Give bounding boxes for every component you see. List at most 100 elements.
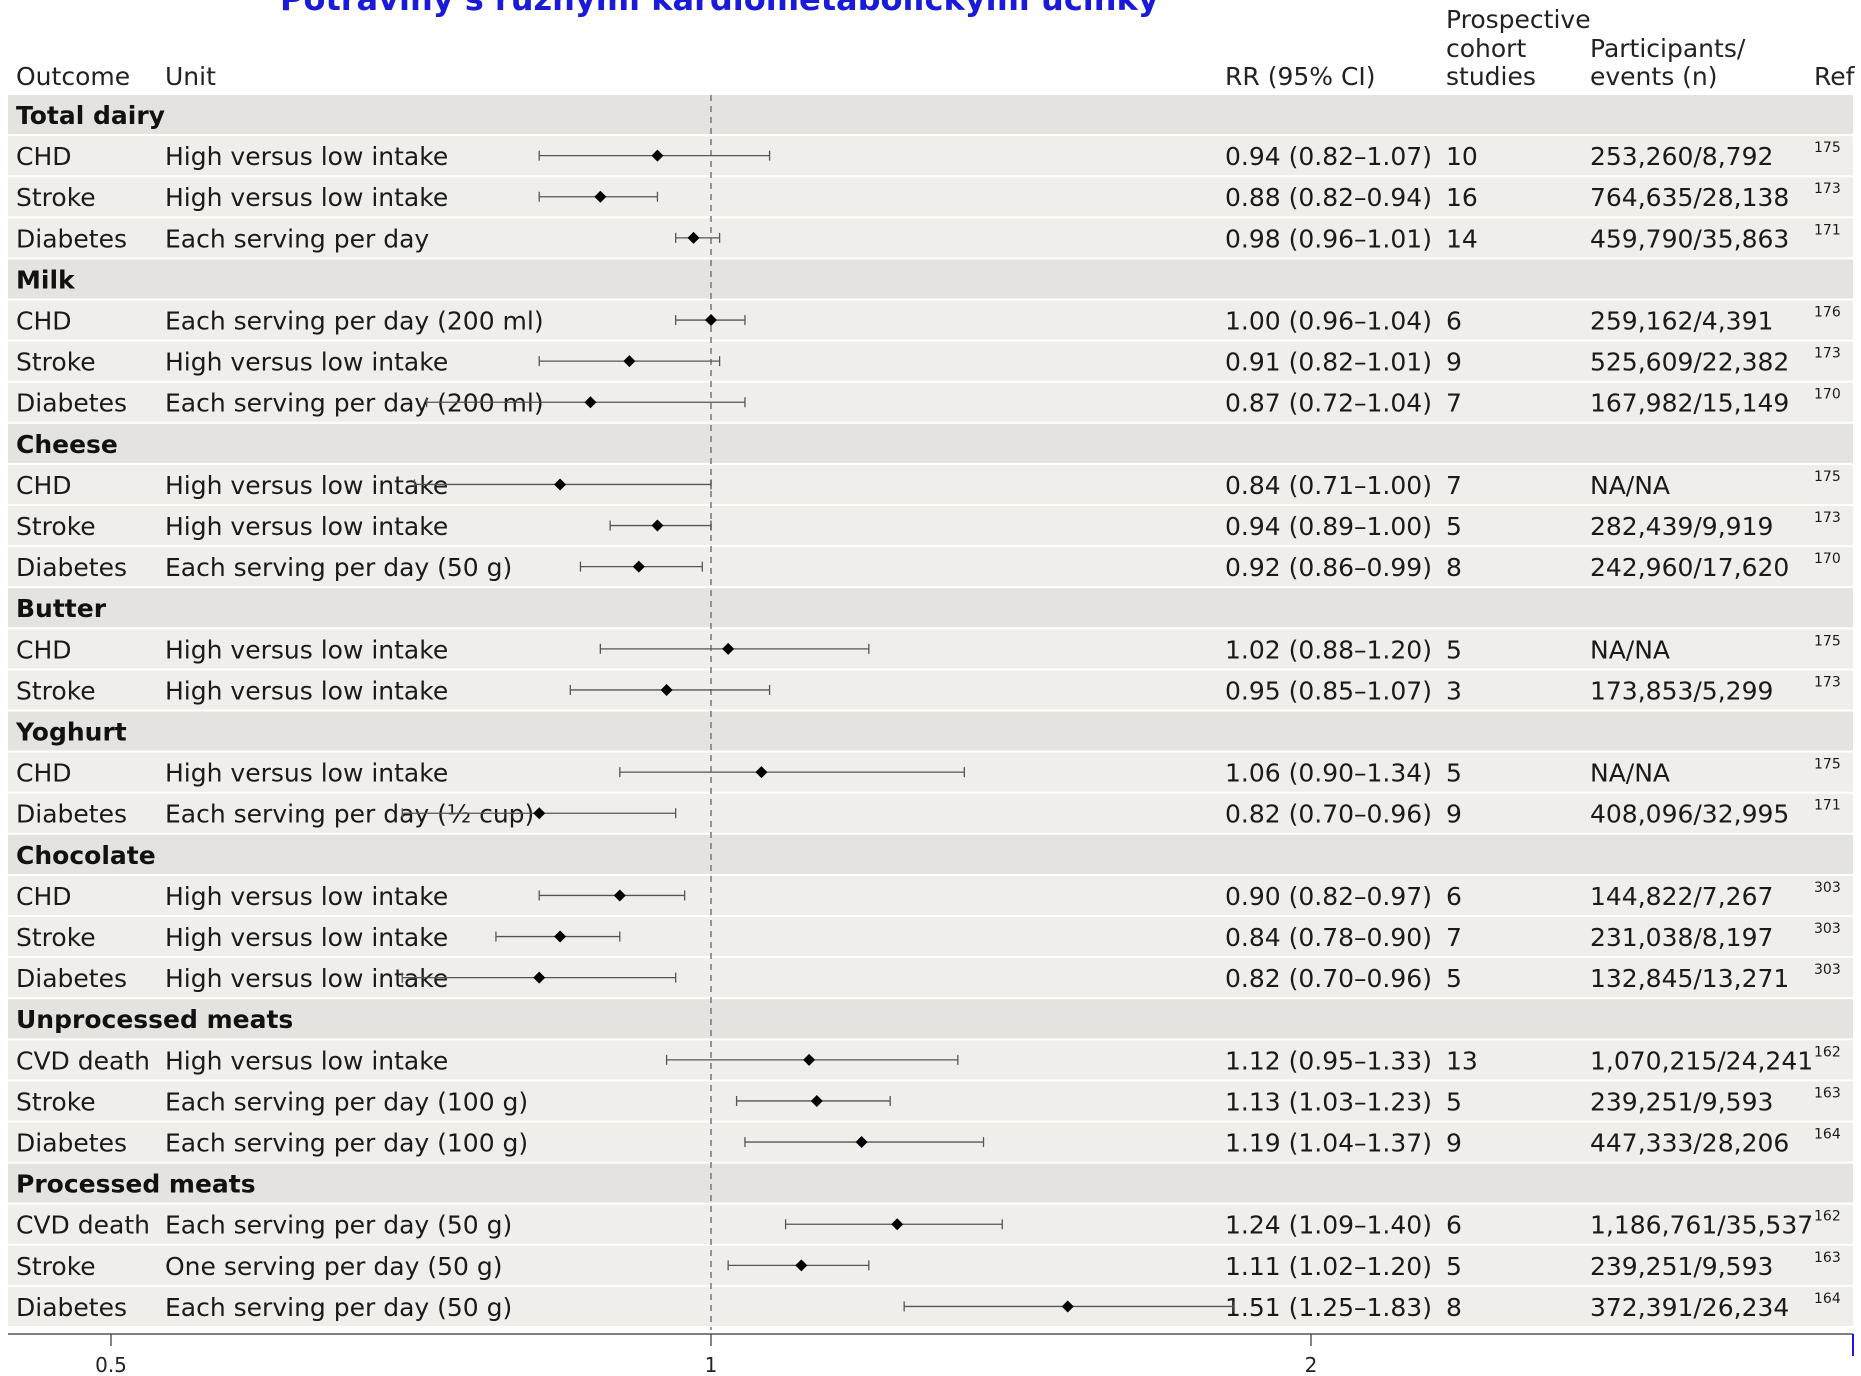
column-headers: Outcome Unit RR (95% CI) Prospective coh… — [16, 5, 1856, 91]
outcome-cell: Diabetes — [16, 800, 127, 829]
rr-cell: 0.92 (0.86–0.99) — [1225, 553, 1432, 582]
unit-cell: One serving per day (50 g) — [165, 1252, 502, 1281]
studies-cell: 16 — [1446, 183, 1478, 212]
unit-cell: Each serving per day (50 g) — [165, 1211, 512, 1240]
rr-point — [722, 642, 735, 655]
outcome-cell: Stroke — [16, 1252, 96, 1281]
unit-cell: High versus low intake — [165, 142, 448, 171]
participants-cell: 259,162/4,391 — [1590, 307, 1773, 336]
participants-cell: 372,391/26,234 — [1590, 1293, 1789, 1322]
ref-cell: 175 — [1814, 469, 1841, 485]
group-band — [8, 95, 1853, 135]
unit-cell: Each serving per day (50 g) — [165, 1293, 512, 1322]
unit-cell: High versus low intake — [165, 512, 448, 541]
group-label: Total dairy — [16, 101, 165, 130]
studies-cell: 8 — [1446, 1293, 1462, 1322]
rr-point — [855, 1136, 868, 1149]
x-tick-label: 2 — [1305, 1353, 1318, 1376]
rr-cell: 1.24 (1.09–1.40) — [1225, 1211, 1432, 1240]
participants-cell: NA/NA — [1590, 759, 1670, 788]
rr-cell: 0.87 (0.72–1.04) — [1225, 389, 1432, 418]
ref-cell: 173 — [1814, 346, 1841, 362]
outcome-cell: CVD death — [16, 1046, 150, 1075]
header-ref: Ref — [1814, 62, 1856, 91]
rr-cell: 0.98 (0.96–1.01) — [1225, 224, 1432, 253]
group-band — [8, 999, 1853, 1039]
studies-cell: 9 — [1446, 1129, 1462, 1158]
ref-cell: 171 — [1814, 798, 1841, 814]
participants-cell: 144,822/7,267 — [1590, 882, 1773, 911]
studies-cell: 5 — [1446, 1252, 1462, 1281]
rr-cell: 0.84 (0.78–0.90) — [1225, 923, 1432, 952]
ref-cell: 175 — [1814, 140, 1841, 156]
studies-cell: 6 — [1446, 1211, 1462, 1240]
row-band — [8, 670, 1853, 710]
rr-point — [651, 149, 664, 162]
unit-cell: Each serving per day (100 g) — [165, 1129, 528, 1158]
rr-point — [803, 1053, 816, 1066]
ref-cell: 303 — [1814, 880, 1841, 896]
header-studies-line3: studies — [1446, 62, 1536, 91]
studies-cell: 9 — [1446, 800, 1462, 829]
ref-cell: 171 — [1814, 222, 1841, 238]
unit-cell: High versus low intake — [165, 471, 448, 500]
row-band — [8, 958, 1853, 998]
rr-cell: 1.02 (0.88–1.20) — [1225, 635, 1432, 664]
outcome-cell: Stroke — [16, 348, 96, 377]
outcome-cell: CHD — [16, 635, 72, 664]
participants-cell: 242,960/17,620 — [1590, 553, 1789, 582]
participants-cell: 167,982/15,149 — [1590, 389, 1789, 418]
participants-cell: 1,070,215/24,241 — [1590, 1046, 1813, 1075]
unit-cell: High versus low intake — [165, 635, 448, 664]
unit-cell: High versus low intake — [165, 183, 448, 212]
rr-cell: 0.88 (0.82–0.94) — [1225, 183, 1432, 212]
unit-cell: High versus low intake — [165, 964, 448, 993]
row-band — [8, 506, 1853, 546]
outcome-cell: Stroke — [16, 512, 96, 541]
outcome-cell: CHD — [16, 471, 72, 500]
outcome-cell: Diabetes — [16, 389, 127, 418]
table-rows: Total dairy CHD High versus low intake 0.94… — [15, 101, 1841, 1322]
ref-cell: 162 — [1814, 1209, 1841, 1225]
header-unit: Unit — [165, 62, 216, 91]
rr-cell: 1.51 (1.25–1.83) — [1225, 1293, 1432, 1322]
ref-cell: 170 — [1814, 387, 1841, 403]
rr-cell: 1.06 (0.90–1.34) — [1225, 759, 1432, 788]
group-label: Chocolate — [16, 841, 156, 870]
ref-cell: 303 — [1814, 921, 1841, 937]
row-band — [8, 300, 1853, 340]
participants-cell: 459,790/35,863 — [1590, 224, 1789, 253]
group-label: Cheese — [16, 430, 118, 459]
outcome-cell: CVD death — [16, 1211, 150, 1240]
participants-cell: 282,439/9,919 — [1590, 512, 1773, 541]
participants-cell: NA/NA — [1590, 471, 1670, 500]
unit-cell: Each serving per day (200 ml) — [165, 307, 544, 336]
rr-cell: 0.82 (0.70–0.96) — [1225, 964, 1432, 993]
ref-cell: 173 — [1814, 510, 1841, 526]
participants-cell: 239,251/9,593 — [1590, 1252, 1773, 1281]
rr-cell: 0.84 (0.71–1.00) — [1225, 471, 1432, 500]
outcome-cell: CHD — [16, 882, 72, 911]
row-band — [8, 917, 1853, 957]
studies-cell: 5 — [1446, 512, 1462, 541]
outcome-cell: Diabetes — [16, 224, 127, 253]
participants-cell: 408,096/32,995 — [1590, 800, 1789, 829]
studies-cell: 5 — [1446, 635, 1462, 664]
ref-cell: 175 — [1814, 633, 1841, 649]
x-axis: 0.5 1 2 — [8, 1333, 1854, 1376]
header-rr: RR (95% CI) — [1225, 62, 1376, 91]
rr-point — [554, 930, 567, 943]
studies-cell: 8 — [1446, 553, 1462, 582]
outcome-cell: Diabetes — [16, 1129, 127, 1158]
studies-cell: 9 — [1446, 348, 1462, 377]
group-band — [8, 1163, 1853, 1203]
participants-cell: 239,251/9,593 — [1590, 1087, 1773, 1116]
row-band — [8, 1081, 1853, 1121]
rr-cell: 1.11 (1.02–1.20) — [1225, 1252, 1432, 1281]
ref-cell: 164 — [1814, 1127, 1841, 1143]
row-band — [8, 382, 1853, 422]
ref-cell: 163 — [1814, 1250, 1841, 1266]
x-tick-label: 1 — [705, 1353, 718, 1376]
rr-point — [554, 478, 567, 491]
studies-cell: 5 — [1446, 1087, 1462, 1116]
